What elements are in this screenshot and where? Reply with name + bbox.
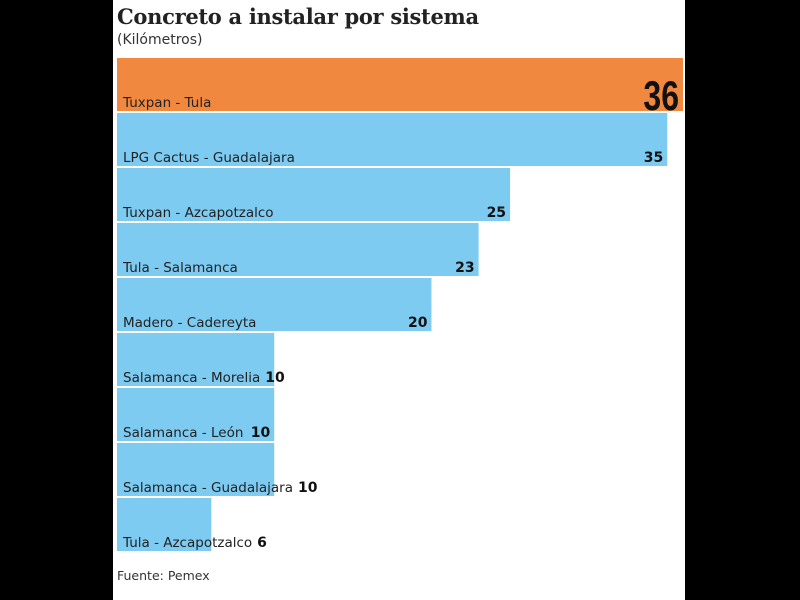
bar (117, 223, 479, 276)
category-label: Tula - Azcapotzalco (122, 535, 252, 551)
chart-title: Concreto a instalar por sistema (117, 4, 479, 29)
category-label: Tula - Salamanca (122, 260, 238, 276)
value-label: 23 (455, 260, 474, 276)
bar (117, 168, 511, 221)
category-label: Tuxpan - Azcapotzalco (122, 205, 274, 221)
category-label: LPG Cactus - Guadalajara (123, 150, 295, 166)
value-label: 35 (644, 150, 663, 166)
value-label: 36 (643, 72, 679, 119)
bar (117, 443, 275, 496)
bar (117, 388, 275, 441)
bar (117, 498, 212, 551)
category-label: Tuxpan - Tula (122, 95, 211, 111)
value-label: 10 (265, 370, 285, 386)
value-label: 6 (257, 535, 267, 551)
category-label: Salamanca - Guadalajara (123, 480, 293, 496)
bar (117, 58, 683, 111)
category-label: Madero - Cadereyta (123, 315, 256, 331)
chart-subtitle: (Kilómetros) (117, 32, 203, 48)
bar (117, 278, 432, 331)
category-label: Salamanca - León (123, 425, 243, 441)
bar (117, 113, 668, 166)
category-label: Salamanca - Morelia (123, 370, 260, 386)
source-note: Fuente: Pemex (117, 568, 210, 583)
value-label: 10 (298, 480, 318, 496)
value-label: 20 (408, 315, 428, 331)
value-label: 10 (251, 425, 271, 441)
bar (117, 333, 275, 386)
value-label: 25 (487, 205, 506, 221)
